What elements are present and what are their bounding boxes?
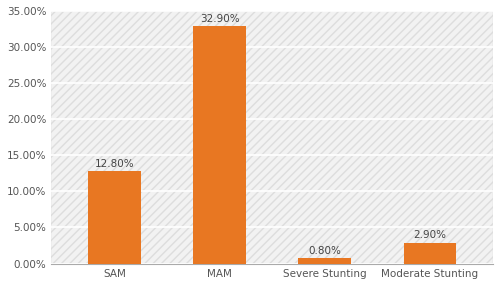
Text: 2.90%: 2.90% — [414, 231, 446, 241]
Text: 0.80%: 0.80% — [308, 246, 341, 256]
Text: 12.80%: 12.80% — [94, 159, 134, 169]
Text: 32.90%: 32.90% — [200, 14, 239, 24]
Bar — [88, 171, 141, 263]
Bar — [404, 243, 456, 263]
Bar — [194, 26, 246, 263]
Bar — [298, 258, 351, 263]
